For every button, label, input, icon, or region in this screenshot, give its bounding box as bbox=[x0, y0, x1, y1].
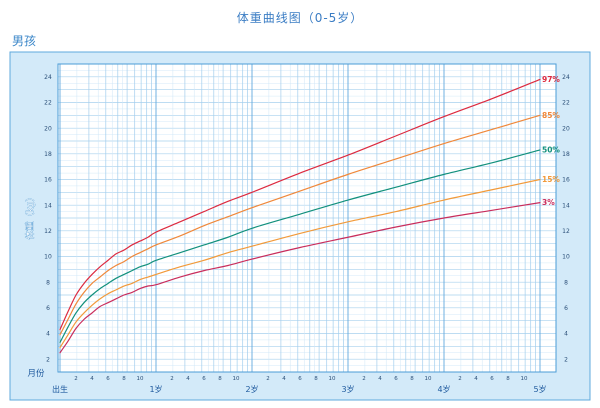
x-minor-tick-label: 2 bbox=[170, 376, 174, 382]
y-tick-label-left: 4 bbox=[46, 331, 50, 338]
x-major-tick-label: 1岁 bbox=[149, 384, 162, 394]
x-minor-tick-label: 8 bbox=[314, 376, 318, 382]
x-minor-tick-label: 6 bbox=[298, 376, 302, 382]
series-label-p15: 15% bbox=[542, 175, 560, 184]
y-tick-label-left: 2 bbox=[46, 356, 50, 363]
y-tick-label-right: 2 bbox=[564, 356, 568, 363]
y-tick-label-left: 12 bbox=[44, 228, 52, 235]
y-tick-label-right: 4 bbox=[564, 331, 568, 338]
y-tick-label-right: 24 bbox=[562, 74, 570, 81]
chart-title: 体重曲线图（0-5岁） bbox=[236, 11, 364, 25]
x-major-tick-label: 2岁 bbox=[245, 384, 258, 394]
y-tick-label-left: 10 bbox=[44, 254, 52, 261]
x-minor-tick-label: 6 bbox=[202, 376, 206, 382]
series-label-p50: 50% bbox=[542, 145, 560, 154]
x-minor-tick-label: 4 bbox=[90, 376, 94, 382]
series-label-p97: 97% bbox=[542, 75, 560, 84]
y-tick-label-left: 24 bbox=[44, 74, 52, 81]
y-axis-label: 体重（kg） bbox=[24, 193, 36, 240]
x-minor-tick-label: 6 bbox=[106, 376, 110, 382]
grid bbox=[58, 63, 556, 373]
y-tick-label-left: 22 bbox=[44, 100, 52, 107]
y-tick-label-right: 14 bbox=[562, 202, 570, 209]
x-minor-tick-label: 4 bbox=[378, 376, 382, 382]
x-axis-label: 月份 bbox=[27, 368, 45, 379]
x-minor-tick-label: 4 bbox=[282, 376, 286, 382]
x-minor-tick-label: 8 bbox=[410, 376, 414, 382]
x-minor-tick-label: 10 bbox=[137, 376, 144, 382]
y-tick-label-right: 10 bbox=[562, 254, 570, 261]
series-label-p3: 3% bbox=[542, 198, 555, 207]
series-label-p85: 85% bbox=[542, 111, 560, 120]
x-minor-tick-label: 2 bbox=[458, 376, 462, 382]
y-tick-label-left: 14 bbox=[44, 202, 52, 209]
x-minor-tick-label: 2 bbox=[362, 376, 366, 382]
plot-border bbox=[57, 63, 557, 373]
x-major-tick-label: 5岁 bbox=[533, 384, 546, 394]
x-minor-tick-label: 4 bbox=[186, 376, 190, 382]
x-minor-tick-label: 10 bbox=[233, 376, 240, 382]
x-major-tick-label: 出生 bbox=[52, 384, 68, 394]
series-line-p85 bbox=[59, 114, 541, 336]
x-major-tick-label: 4岁 bbox=[437, 384, 450, 394]
y-tick-label-right: 6 bbox=[564, 305, 568, 312]
y-tick-label-right: 20 bbox=[562, 125, 570, 132]
series-line-p15 bbox=[59, 178, 541, 349]
x-minor-tick-label: 8 bbox=[122, 376, 126, 382]
y-tick-label-left: 20 bbox=[44, 125, 52, 132]
series-line-p97 bbox=[59, 78, 541, 331]
y-tick-label-left: 18 bbox=[44, 151, 52, 158]
y-tick-label-right: 8 bbox=[564, 279, 568, 286]
series-line-p50 bbox=[59, 149, 541, 344]
x-minor-tick-label: 10 bbox=[521, 376, 528, 382]
y-tick-label-left: 8 bbox=[46, 279, 50, 286]
y-tick-label-left: 6 bbox=[46, 305, 50, 312]
y-tick-label-right: 16 bbox=[562, 177, 570, 184]
x-minor-tick-label: 2 bbox=[266, 376, 270, 382]
x-minor-tick-label: 8 bbox=[506, 376, 510, 382]
y-tick-label-right: 22 bbox=[562, 100, 570, 107]
y-tick-label-right: 18 bbox=[562, 151, 570, 158]
series-line-p3 bbox=[59, 202, 541, 354]
x-major-tick-label: 3岁 bbox=[341, 384, 354, 394]
series-group: 97% 85% 50% 15% 3% bbox=[59, 75, 560, 354]
x-minor-tick-label: 2 bbox=[74, 376, 78, 382]
x-minor-tick-label: 6 bbox=[394, 376, 398, 382]
x-minor-tick-label: 10 bbox=[329, 376, 336, 382]
x-minor-tick-label: 8 bbox=[218, 376, 222, 382]
y-tick-label-left: 16 bbox=[44, 177, 52, 184]
x-minor-tick-label: 6 bbox=[490, 376, 494, 382]
y-tick-label-right: 12 bbox=[562, 228, 570, 235]
chart-subtitle: 男孩 bbox=[12, 34, 37, 48]
x-minor-tick-label: 10 bbox=[425, 376, 432, 382]
x-minor-tick-label: 4 bbox=[474, 376, 478, 382]
